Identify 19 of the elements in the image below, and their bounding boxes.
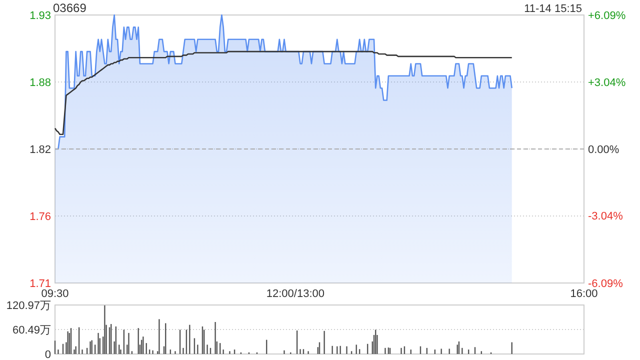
annotation: 11-14 15:15 xyxy=(524,3,582,15)
x-tick-label: 09:30 xyxy=(41,288,69,300)
y-tick-label: 1.76 xyxy=(30,210,51,223)
chart-title: 03669 xyxy=(53,1,87,15)
y2-tick-label: +3.04% xyxy=(588,76,626,89)
y2-tick-label: -6.09% xyxy=(588,278,624,290)
y-tick-label: 1.93 xyxy=(30,10,51,22)
y-tick-label: 0 xyxy=(44,348,51,360)
y-tick-label: 1.88 xyxy=(30,76,51,89)
x-tick-label: 16:00 xyxy=(570,288,598,300)
y-tick-label: 1.71 xyxy=(30,278,51,290)
y-tick-label: 1.82 xyxy=(30,144,51,156)
y2-tick-label: +6.09% xyxy=(588,10,626,22)
y2-tick-label: -3.04% xyxy=(588,210,624,223)
y2-tick-label: 0.00% xyxy=(588,144,620,156)
line-series xyxy=(54,50,513,136)
y-tick-label: 60.49万 xyxy=(12,324,51,336)
x-tick-label: 12:00/13:00 xyxy=(266,288,325,300)
y-tick-label: 120.97万 xyxy=(6,300,51,312)
